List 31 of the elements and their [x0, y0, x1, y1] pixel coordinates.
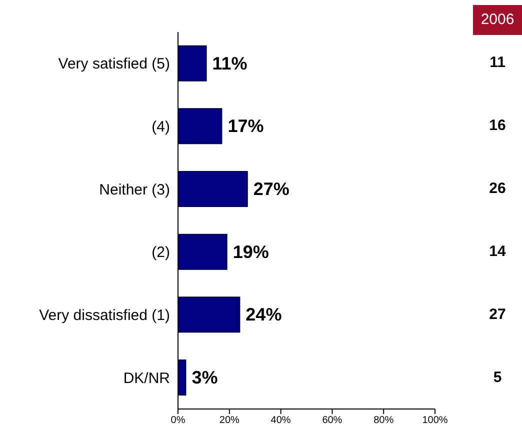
y-tick-label: DK/NR — [123, 370, 170, 387]
data-label: 17% — [228, 116, 264, 136]
data-label: 3% — [192, 367, 218, 388]
bar — [178, 170, 248, 207]
text: 16 — [488, 116, 507, 136]
y-tick-label: (4) — [152, 118, 170, 136]
y-tick-label: Very satisfied (5) — [58, 56, 170, 73]
x-tick-label: 0% — [170, 415, 186, 426]
y-tick-label: Neither (3) — [99, 181, 170, 198]
text: 5 — [492, 368, 503, 388]
bar — [178, 359, 186, 396]
bar — [178, 296, 240, 333]
bar — [178, 45, 207, 82]
text: 11 — [488, 53, 506, 74]
data-label: 24% — [246, 304, 282, 325]
x-tick-label: 100% — [422, 415, 448, 426]
bar — [178, 234, 228, 270]
text: 27 — [488, 304, 507, 325]
data-label: 19% — [232, 242, 269, 262]
data-label: 11% — [212, 53, 248, 74]
y-tick-label: (2) — [152, 244, 170, 262]
x-tick-label: 40% — [270, 415, 291, 426]
y-tick-label: Very dissatisfied (1) — [39, 307, 170, 324]
x-tick-label: 80% — [374, 415, 394, 426]
data-label: 27% — [253, 178, 290, 199]
x-tick-label: 60% — [322, 415, 342, 426]
text: 2006 — [473, 5, 522, 35]
text: 26 — [488, 179, 507, 200]
bar — [178, 108, 222, 144]
text: 14 — [488, 242, 507, 262]
x-tick-label: 20% — [219, 415, 240, 426]
